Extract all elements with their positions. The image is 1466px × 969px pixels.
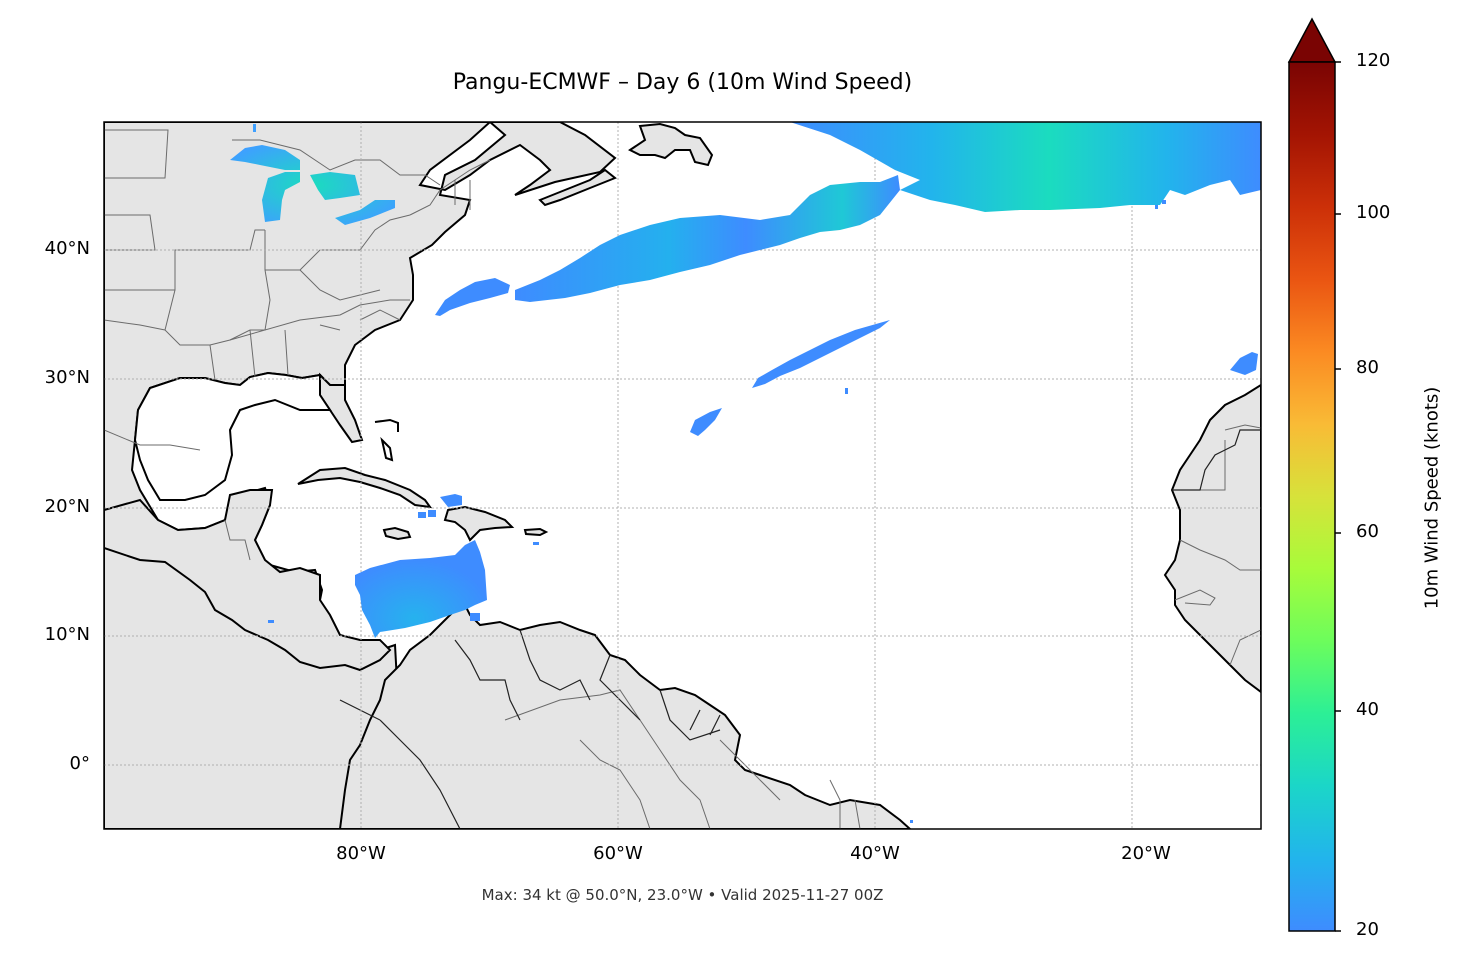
max-info-footer: Max: 34 kt @ 50.0°N, 23.0°W • Valid 2025… — [481, 886, 884, 904]
wind-region-great-lakes — [230, 145, 395, 225]
land-central-america — [104, 489, 392, 672]
colorbar-extend-arrow — [1287, 17, 1337, 63]
land-cuba — [297, 466, 433, 509]
land-hispaniola — [443, 505, 515, 542]
land-nova-scotia — [538, 168, 617, 207]
plot-border — [103, 121, 1262, 830]
plot-area — [104, 122, 1261, 829]
lon-label-20w: 20°W — [1121, 843, 1171, 864]
gulf-of-mexico — [133, 371, 332, 501]
land-jamaica — [382, 526, 412, 541]
lat-label-40n: 40°N — [44, 238, 90, 259]
lat-label-10n: 10°N — [44, 624, 90, 645]
chart-title: Pangu-ECMWF – Day 6 (10m Wind Speed) — [452, 70, 913, 95]
colorbar-tick-100: 100 — [1356, 202, 1391, 223]
land-africa — [1163, 383, 1261, 694]
colorbar-tick-40: 40 — [1356, 699, 1379, 720]
wind-region-caribbean — [355, 540, 487, 638]
lat-label-20n: 20°N — [44, 496, 90, 517]
land-south-america — [338, 603, 912, 829]
colorbar-tick-80: 80 — [1356, 357, 1379, 378]
lon-label-80w: 80°W — [336, 843, 386, 864]
state-borders — [104, 129, 1261, 829]
wind-region-jet-band — [790, 122, 1261, 212]
lat-label-30n: 30°N — [44, 367, 90, 388]
land-puerto-rico — [523, 527, 549, 537]
wind-region-hispaniola-south — [440, 494, 462, 507]
wind-region-tiny — [845, 388, 848, 394]
wind-region-subtropical-streak — [752, 320, 890, 388]
colorbar-tick-120: 120 — [1356, 50, 1391, 71]
wind-region-nw-atlantic — [515, 175, 900, 302]
colorbar-label: 10m Wind Speed (knots) — [1421, 386, 1443, 610]
colorbar-tick-60: 60 — [1356, 521, 1379, 542]
wind-region-small-patch — [690, 408, 722, 436]
colorbar-gradient — [1288, 61, 1336, 932]
colorbar — [1287, 17, 1341, 932]
country-borders — [339, 429, 1261, 829]
wind-region-nw-atlantic-west — [435, 278, 510, 316]
land-newfoundland — [628, 122, 714, 167]
colorbar-tick-20: 20 — [1356, 919, 1379, 940]
lat-label-0: 0° — [69, 753, 90, 774]
wind-field — [230, 122, 1261, 823]
gridlines — [104, 122, 1261, 829]
lon-label-60w: 60°W — [593, 843, 643, 864]
wind-region-canary — [1230, 352, 1258, 375]
land-bahamas — [374, 418, 399, 462]
lon-label-40w: 40°W — [850, 843, 900, 864]
